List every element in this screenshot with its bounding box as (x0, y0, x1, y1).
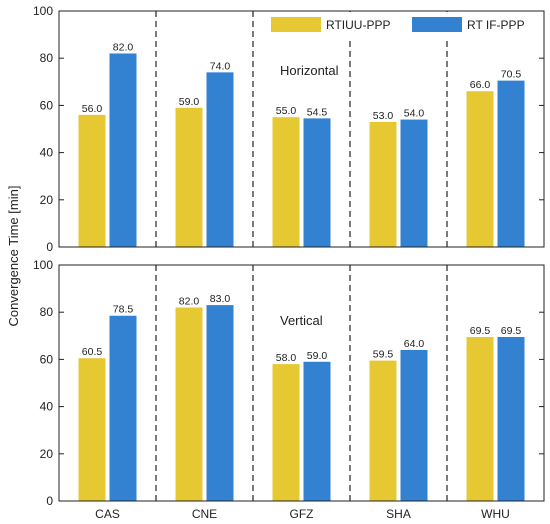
data-label: 54.0 (404, 108, 425, 120)
y-tick-label: 60 (40, 98, 54, 112)
y-tick-label: 80 (40, 51, 54, 65)
bar-whu-rtiuu-ppp (466, 91, 494, 248)
y-tick-label: 80 (40, 305, 54, 319)
data-label: 59.0 (307, 350, 328, 362)
data-label: 82.0 (179, 295, 200, 307)
bar-cas-rt-if-ppp (109, 53, 137, 248)
legend-swatch (271, 17, 321, 32)
bar-sha-rt-if-ppp (400, 119, 428, 247)
data-label: 66.0 (470, 79, 491, 91)
data-label: 53.0 (373, 110, 394, 122)
y-tick-label: 20 (40, 447, 54, 461)
y-tick-label: 40 (40, 146, 54, 160)
legend: RTIUU-PPP RT IF-PPP (262, 12, 543, 40)
x-tick-label: CNE (192, 507, 217, 521)
bar-gfz-rtiuu-ppp (272, 117, 300, 247)
bar-cne-rt-if-ppp (206, 72, 234, 247)
bar-cne-rtiuu-ppp (175, 307, 203, 501)
bar-gfz-rtiuu-ppp (272, 364, 300, 501)
legend-label: RTIUU-PPP (326, 18, 390, 32)
bar-cne-rtiuu-ppp (175, 107, 203, 247)
legend-label: RT IF-PPP (467, 18, 525, 32)
bar-whu-rt-if-ppp (497, 80, 525, 248)
y-tick-label: 60 (40, 352, 54, 366)
bar-cas-rtiuu-ppp (78, 358, 106, 501)
y-tick-label: 100 (33, 4, 53, 18)
panel-annotation: Horizontal (280, 63, 339, 78)
plot-frame (58, 264, 545, 502)
data-label: 59.0 (179, 96, 200, 108)
data-label: 69.5 (501, 325, 522, 337)
bar-sha-rt-if-ppp (400, 349, 428, 501)
bar-gfz-rt-if-ppp (303, 118, 331, 247)
x-tick-label: WHU (481, 507, 510, 521)
y-tick-label: 40 (40, 400, 54, 414)
data-label: 59.5 (373, 349, 394, 361)
panel-vertical: 0 20 40 60 80 100 60.5 82.0 58.0 59.5 69.5 78.5 83.0… (33, 258, 545, 508)
x-tick-label: GFZ (290, 507, 314, 521)
data-label: 64.0 (404, 338, 425, 350)
y-tick-label: 0 (46, 494, 53, 508)
x-tick-label: CAS (95, 507, 120, 521)
panel-horizontal: 0 20 40 60 80 100 56.0 59.0 55.0 53.0 66.0 82.0 74.0… (33, 4, 545, 254)
y-tick-label: 20 (40, 193, 54, 207)
data-label: 78.5 (113, 304, 134, 316)
bar-whu-rtiuu-ppp (466, 336, 494, 501)
data-label: 83.0 (210, 293, 231, 305)
y-tick-label: 0 (46, 240, 53, 254)
y-axis-label: Convergence Time [min] (6, 186, 21, 327)
bar-cne-rt-if-ppp (206, 305, 234, 501)
data-label: 54.5 (307, 106, 328, 118)
data-label: 70.5 (501, 69, 522, 81)
data-label: 58.0 (276, 352, 297, 364)
data-label: 74.0 (210, 60, 231, 72)
data-label: 56.0 (82, 103, 103, 115)
bar-sha-rtiuu-ppp (369, 360, 397, 501)
bar-cas-rtiuu-ppp (78, 114, 106, 247)
data-label: 69.5 (470, 325, 491, 337)
data-label: 60.5 (82, 346, 103, 358)
bar-sha-rtiuu-ppp (369, 121, 397, 247)
y-tick-label: 100 (33, 258, 53, 272)
bar-whu-rt-if-ppp (497, 336, 525, 501)
legend-swatch (412, 17, 462, 32)
x-tick-label: SHA (386, 507, 411, 521)
bar-gfz-rt-if-ppp (303, 361, 331, 501)
data-label: 55.0 (276, 105, 297, 117)
panel-annotation: Vertical (280, 313, 323, 328)
bar-cas-rt-if-ppp (109, 315, 137, 501)
data-label: 82.0 (113, 41, 134, 53)
plot-frame (58, 10, 545, 248)
